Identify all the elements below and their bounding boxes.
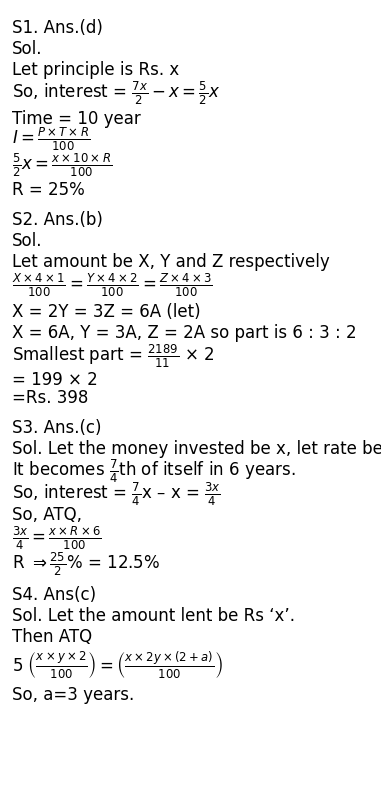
Text: $\frac{X\times4\times1}{100} = \frac{Y\times4\times2}{100} = \frac{Z\times4\time: $\frac{X\times4\times1}{100} = \frac{Y\t…: [12, 271, 213, 299]
Text: = 199 × 2: = 199 × 2: [12, 371, 98, 389]
Text: Let amount be X, Y and Z respectively: Let amount be X, Y and Z respectively: [12, 253, 330, 271]
Text: Sol.: Sol.: [12, 232, 43, 250]
Text: So, interest = $\frac{7x}{2} - x = \frac{5}{2}x$: So, interest = $\frac{7x}{2} - x = \frac…: [12, 79, 221, 107]
Text: $I = \frac{P\times T\times R}{100}$: $I = \frac{P\times T\times R}{100}$: [12, 126, 90, 152]
Text: So, ATQ,: So, ATQ,: [12, 506, 82, 524]
Text: It becomes $\frac{7}{4}$th of itself in 6 years.: It becomes $\frac{7}{4}$th of itself in …: [12, 457, 296, 485]
Text: Then ATQ: Then ATQ: [12, 628, 92, 646]
Text: X = 6A, Y = 3A, Z = 2A so part is 6 : 3 : 2: X = 6A, Y = 3A, Z = 2A so part is 6 : 3 …: [12, 324, 357, 342]
Text: R = 25%: R = 25%: [12, 181, 85, 199]
Text: $\frac{5}{2}x = \frac{x\times10\times R}{100}$: $\frac{5}{2}x = \frac{x\times10\times R}…: [12, 152, 112, 179]
Text: So, a=3 years.: So, a=3 years.: [12, 686, 134, 704]
Text: S3. Ans.(c): S3. Ans.(c): [12, 419, 101, 437]
Text: Sol.: Sol.: [12, 40, 43, 58]
Text: $\frac{3x}{4} = \frac{x\times R\times 6}{100}$: $\frac{3x}{4} = \frac{x\times R\times 6}…: [12, 525, 102, 551]
Text: S1. Ans.(d): S1. Ans.(d): [12, 19, 103, 37]
Text: X = 2Y = 3Z = 6A (let): X = 2Y = 3Z = 6A (let): [12, 303, 201, 321]
Text: Time = 10 year: Time = 10 year: [12, 110, 141, 128]
Text: R $\Rightarrow \frac{25}{2}$% = 12.5%: R $\Rightarrow \frac{25}{2}$% = 12.5%: [12, 551, 160, 577]
Text: Let principle is Rs. x: Let principle is Rs. x: [12, 61, 179, 79]
Text: S2. Ans.(b): S2. Ans.(b): [12, 211, 103, 229]
Text: 5 $\left(\frac{x\times y\times2}{100}\right) = \left(\frac{x\times2y\times(2+a)}: 5 $\left(\frac{x\times y\times2}{100}\ri…: [12, 649, 223, 681]
Text: Sol. Let the money invested be x, let rate be R%: Sol. Let the money invested be x, let ra…: [12, 440, 381, 458]
Text: So, interest = $\frac{7}{4}$x – x = $\frac{3x}{4}$: So, interest = $\frac{7}{4}$x – x = $\fr…: [12, 480, 221, 508]
Text: S4. Ans(c): S4. Ans(c): [12, 586, 96, 604]
Text: Sol. Let the amount lent be Rs ‘x’.: Sol. Let the amount lent be Rs ‘x’.: [12, 607, 295, 625]
Text: =Rs. 398: =Rs. 398: [12, 389, 88, 407]
Text: Smallest part = $\frac{2189}{11}$ × 2: Smallest part = $\frac{2189}{11}$ × 2: [12, 342, 215, 370]
